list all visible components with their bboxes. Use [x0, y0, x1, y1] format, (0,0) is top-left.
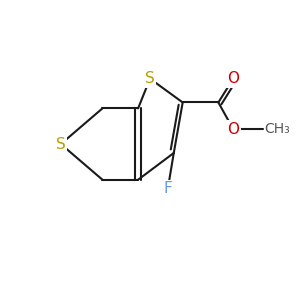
Text: O: O [227, 71, 239, 86]
Text: CH₃: CH₃ [264, 122, 290, 136]
Text: S: S [56, 136, 66, 152]
Text: F: F [164, 181, 172, 196]
Text: O: O [227, 122, 239, 137]
Text: S: S [145, 71, 155, 86]
